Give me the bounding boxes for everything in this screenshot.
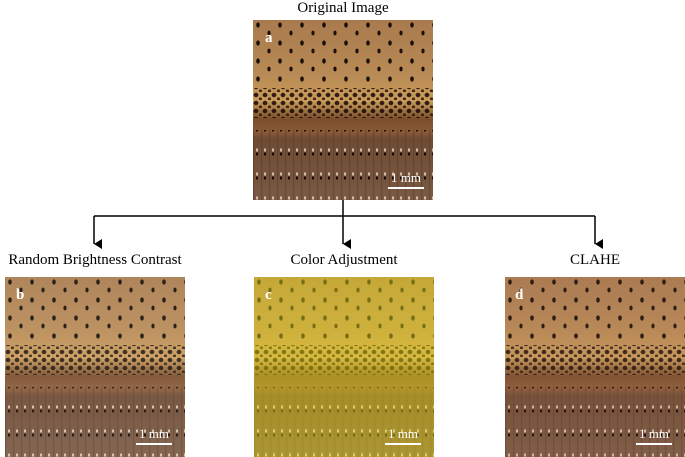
branch-label: Color Adjustment: [290, 252, 398, 268]
panel-original: a 1 mm: [253, 20, 433, 200]
scale-label: 1 mm: [388, 426, 418, 441]
panel-c: c 1 mm: [254, 277, 434, 457]
panel-b: b 1 mm: [5, 277, 185, 457]
scale-label: 1 mm: [391, 170, 421, 185]
branch-label: Random Brightness Contrast: [8, 252, 182, 268]
title: Original Image: [297, 0, 389, 16]
panel-letter: a: [265, 30, 273, 46]
panel-letter: d: [515, 287, 524, 303]
connectors: [93, 200, 603, 249]
panel-letter: b: [16, 287, 24, 303]
panel-d: d 1 mm: [505, 277, 685, 457]
branch-label: CLAHE: [570, 252, 620, 268]
scale-label: 1 mm: [639, 426, 669, 441]
panel-letter: c: [265, 287, 272, 303]
scale-label: 1 mm: [139, 426, 169, 441]
